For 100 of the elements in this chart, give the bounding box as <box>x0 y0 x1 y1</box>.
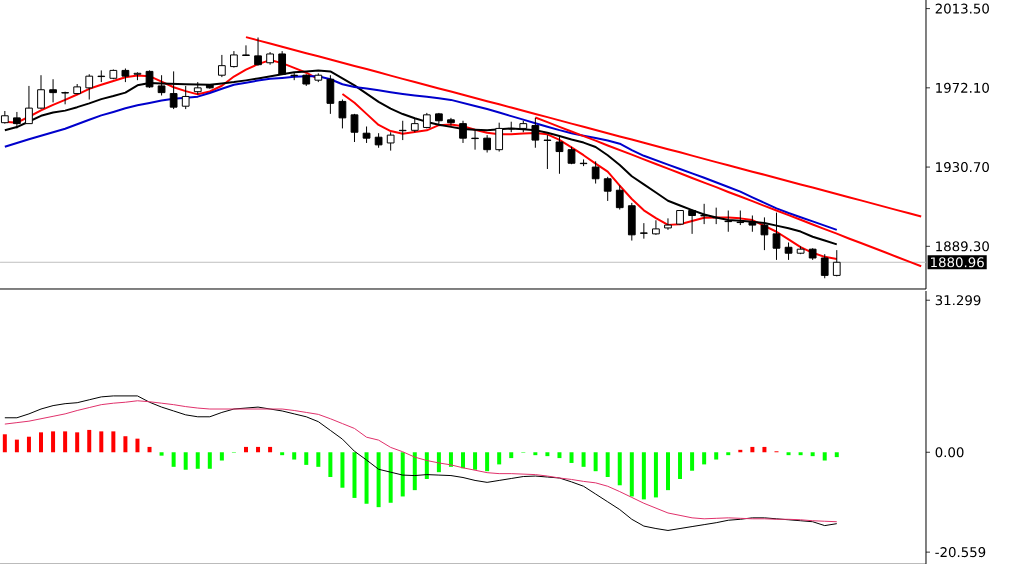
candlestick <box>242 44 250 57</box>
bar <box>2 434 7 453</box>
bar <box>569 452 574 463</box>
bar <box>678 452 683 479</box>
bar <box>653 452 658 498</box>
bar <box>87 429 92 453</box>
bar <box>292 452 297 460</box>
candlestick <box>61 91 69 105</box>
bar <box>364 452 369 504</box>
bar <box>75 432 80 453</box>
bar <box>412 452 417 491</box>
bar <box>376 452 381 508</box>
bar <box>617 452 622 486</box>
candlestick <box>13 111 21 129</box>
bar <box>26 436 31 453</box>
bar <box>786 452 791 456</box>
bar <box>316 452 321 467</box>
y-tick-label: -20.559 <box>935 547 986 558</box>
bar <box>328 452 333 478</box>
candlestick <box>664 217 672 231</box>
y-tick-label: 0.00 <box>935 447 964 458</box>
bar <box>726 452 731 456</box>
bar <box>605 452 610 478</box>
candlestick <box>85 73 94 101</box>
candlestick <box>49 78 57 103</box>
candlestick <box>25 85 33 125</box>
bar <box>340 452 345 488</box>
bar <box>243 446 248 453</box>
candlestick <box>700 203 709 225</box>
bar <box>99 431 104 453</box>
candlestick <box>459 120 467 144</box>
bar <box>183 452 188 470</box>
candlestick <box>652 219 660 236</box>
bar <box>581 452 586 467</box>
bar <box>111 431 116 453</box>
bar <box>665 452 670 491</box>
bar <box>63 431 68 453</box>
candlestick <box>157 74 166 96</box>
bar <box>388 452 393 503</box>
y-tick-label: 1930.70 <box>936 162 989 173</box>
candlestick <box>37 74 45 110</box>
bar <box>485 452 490 472</box>
bar <box>750 446 755 453</box>
bar <box>473 452 478 470</box>
bar <box>798 452 803 456</box>
candlestick <box>447 117 455 127</box>
bar <box>171 452 176 467</box>
bar <box>641 452 646 500</box>
candlestick <box>615 184 624 211</box>
bar <box>593 452 598 472</box>
ref-line-label: 1880.96 <box>931 257 984 268</box>
candlestick <box>543 134 552 170</box>
bar <box>14 439 19 453</box>
bar <box>352 452 357 498</box>
candlestick <box>531 117 540 149</box>
candlestick <box>591 160 600 185</box>
bar <box>39 432 44 453</box>
bar <box>207 452 212 469</box>
bar <box>195 452 200 469</box>
candlestick <box>495 122 504 153</box>
candlestick <box>350 113 359 143</box>
bar <box>424 452 429 479</box>
candlestick <box>603 176 612 202</box>
candlestick <box>555 134 564 175</box>
candlestick <box>688 209 696 235</box>
candlestick <box>181 85 190 110</box>
bar <box>123 436 128 453</box>
bar <box>714 452 719 460</box>
y-tick-label: 2013.50 <box>935 3 989 14</box>
bar <box>629 452 634 497</box>
bar <box>280 452 285 456</box>
candlestick <box>386 131 395 152</box>
bar <box>690 452 695 471</box>
bar <box>822 452 827 461</box>
y-tick-label: 1889.30 <box>936 241 989 252</box>
y-tick-label: 1972.10 <box>936 82 989 93</box>
bar <box>533 452 538 456</box>
bar <box>219 452 224 461</box>
bar <box>810 452 815 457</box>
bar <box>448 452 453 467</box>
bar <box>497 452 502 465</box>
bar <box>436 452 441 473</box>
candlestick <box>338 99 347 129</box>
bar <box>256 446 261 453</box>
bar <box>147 446 152 453</box>
bar <box>509 452 514 459</box>
bar <box>762 446 767 453</box>
bar <box>51 431 56 453</box>
bar <box>400 452 405 497</box>
bar <box>304 452 309 465</box>
candlestick <box>832 249 841 277</box>
bar <box>461 452 466 469</box>
bar <box>135 438 140 453</box>
bar <box>702 452 707 465</box>
candlestick <box>639 222 648 240</box>
candlestick <box>217 54 226 78</box>
candlestick <box>254 37 262 67</box>
candlestick <box>820 253 829 279</box>
bar <box>557 452 562 459</box>
bar <box>834 452 839 458</box>
